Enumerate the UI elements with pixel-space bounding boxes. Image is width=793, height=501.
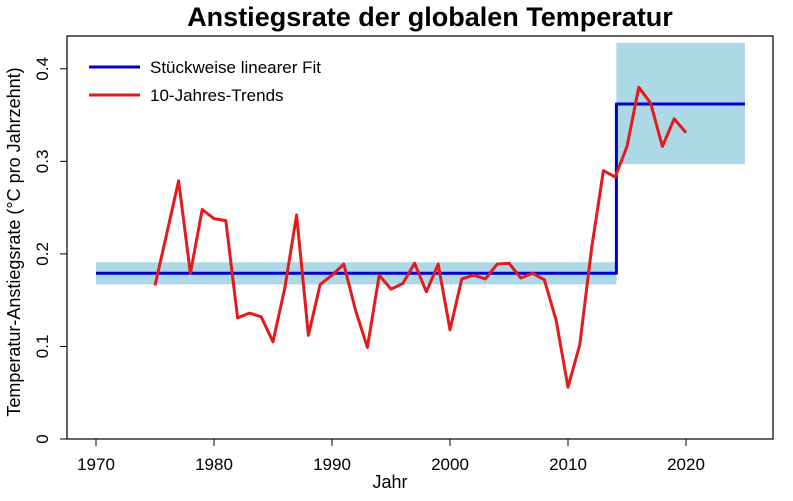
confidence-bands	[96, 42, 745, 285]
y-tick-label: 0.3	[33, 150, 52, 174]
series-lines	[96, 85, 745, 389]
y-tick-label: 0.4	[33, 57, 52, 81]
x-tick-label: 2010	[549, 455, 587, 474]
x-tick-label: 2000	[431, 455, 469, 474]
y-tick-label: 0.2	[33, 242, 52, 266]
legend-label-fit: Stückweise linearer Fit	[150, 58, 321, 77]
series-line-piecewise-fit	[96, 102, 745, 275]
x-tick-label: 1970	[77, 455, 115, 474]
legend-label-trends: 10-Jahres-Trends	[150, 86, 284, 105]
y-tick-label: 0.1	[33, 335, 52, 359]
x-tick-label: 1980	[195, 455, 233, 474]
legend: Stückweise linearer Fit 10-Jahres-Trends	[89, 58, 321, 105]
x-axis: 1970 1980 1990 2000 2010 2020	[77, 438, 705, 474]
y-axis: 0 0.1 0.2 0.3 0.4	[33, 57, 67, 444]
y-tick-label: 0	[33, 434, 52, 443]
x-tick-label: 1990	[313, 455, 351, 474]
y-axis-label: Temperatur-Anstiegsrate (°C pro Jahrzehn…	[4, 67, 24, 416]
series-line-10-year-trends	[153, 85, 688, 389]
x-tick-label: 2020	[667, 455, 705, 474]
x-axis-label: Jahr	[372, 472, 407, 492]
chart-title: Anstiegsrate der globalen Temperatur	[187, 2, 673, 32]
